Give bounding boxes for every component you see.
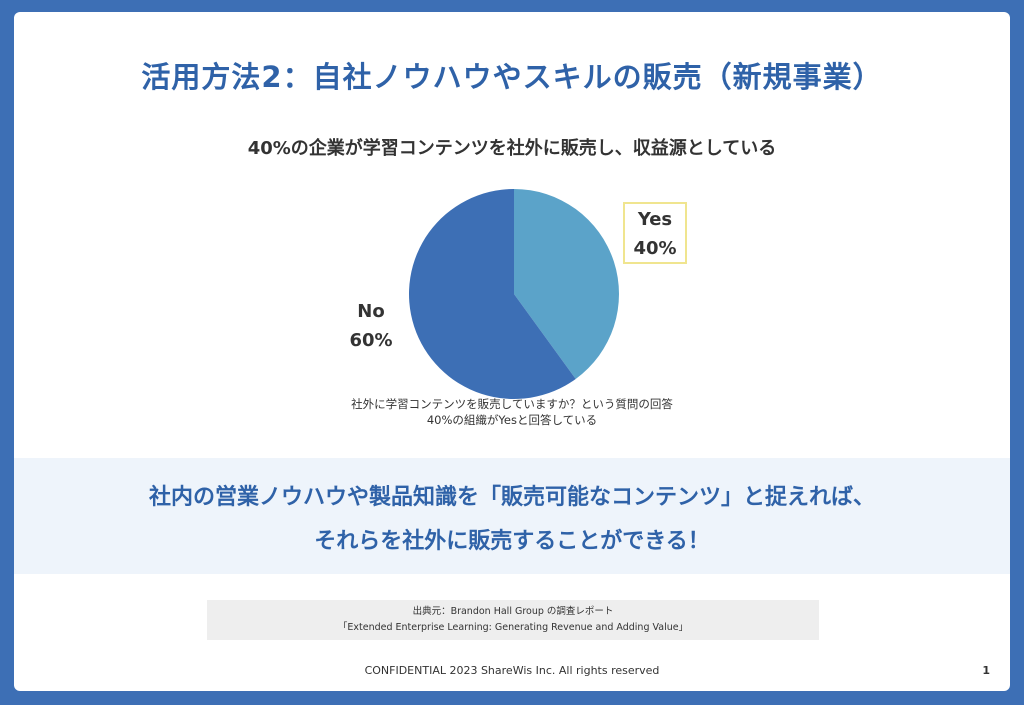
- slide-title: 活用方法2：自社ノウハウやスキルの販売（新規事業）: [141, 60, 883, 94]
- chart-caption: 社外に学習コンテンツを販売していますか？という質問の回答 40%の組織がYesと…: [14, 396, 1010, 428]
- highlight-message: 社内の営業ノウハウや製品知識を「販売可能なコンテンツ」と捉えれば、 それらを社外…: [14, 476, 1010, 564]
- slice-label-yes-name: Yes: [637, 209, 673, 230]
- pie-chart: [409, 189, 619, 399]
- caption-line-1: 社外に学習コンテンツを販売していますか？という質問の回答: [351, 397, 673, 411]
- source-box: 出典元：Brandon Hall Group の調査レポート 「Extended…: [207, 600, 819, 640]
- slice-label-no: No 60%: [336, 297, 406, 355]
- chart-title: 40%の企業が学習コンテンツを社外に販売し、収益源としている: [247, 138, 777, 159]
- slice-label-no-value: 60%: [349, 330, 393, 351]
- caption-line-2: 40%の組織がYesと回答している: [426, 413, 598, 427]
- source-line-1: 出典元：Brandon Hall Group の調査レポート: [412, 606, 614, 617]
- footer-confidential: CONFIDENTIAL 2023 ShareWis Inc. All righ…: [364, 664, 660, 677]
- pie-slice-yes: [514, 189, 619, 379]
- slide: 活用方法2：自社ノウハウやスキルの販売（新規事業） 40%の企業が学習コンテンツ…: [14, 12, 1010, 691]
- slice-label-no-name: No: [357, 301, 385, 322]
- page-number: 1: [982, 664, 990, 677]
- highlight-line-1: 社内の営業ノウハウや製品知識を「販売可能なコンテンツ」と捉えれば、: [148, 485, 875, 510]
- source-line-2: 「Extended Enterprise Learning: Generatin…: [337, 622, 689, 633]
- highlight-band: 社内の営業ノウハウや製品知識を「販売可能なコンテンツ」と捉えれば、 それらを社外…: [14, 458, 1010, 574]
- pie-slice-no: [409, 189, 576, 399]
- highlight-line-2: それらを社外に販売することができる！: [314, 529, 710, 554]
- slice-label-yes-value: 40%: [633, 238, 677, 259]
- slice-label-yes: Yes 40%: [623, 202, 687, 264]
